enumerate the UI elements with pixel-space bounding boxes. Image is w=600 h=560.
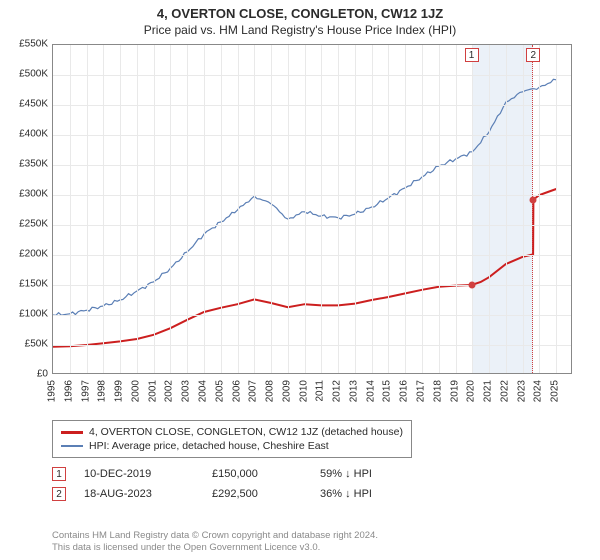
- x-tick: 2007: [248, 380, 259, 402]
- y-tick: £250K: [0, 219, 48, 230]
- y-tick: £200K: [0, 249, 48, 260]
- footnote-line: Contains HM Land Registry data © Crown c…: [52, 530, 378, 542]
- chart-lines: [53, 45, 571, 373]
- x-tick: 2000: [130, 380, 141, 402]
- y-tick: £0: [0, 369, 48, 380]
- x-tick: 1998: [97, 380, 108, 402]
- sale-dot: [468, 282, 475, 289]
- x-tick: 2011: [315, 380, 326, 402]
- y-tick: £100K: [0, 309, 48, 320]
- legend-label: 4, OVERTON CLOSE, CONGLETON, CW12 1JZ (d…: [89, 426, 403, 438]
- x-tick: 2020: [466, 380, 477, 402]
- x-tick: 2025: [550, 380, 561, 402]
- sale-marker: 1: [52, 467, 66, 481]
- x-tick: 2018: [432, 380, 443, 402]
- sale-row: 1 10-DEC-2019 £150,000 59% ↓ HPI: [52, 464, 572, 484]
- x-tick: 1996: [63, 380, 74, 402]
- y-tick: £450K: [0, 99, 48, 110]
- x-tick: 2013: [348, 380, 359, 402]
- sale-diff: 59% ↓ HPI: [320, 468, 372, 480]
- x-tick: 1997: [80, 380, 91, 402]
- x-tick: 2022: [499, 380, 510, 402]
- x-tick: 2016: [399, 380, 410, 402]
- legend-swatch: [61, 431, 83, 434]
- x-tick: 2001: [147, 380, 158, 402]
- x-tick: 2008: [265, 380, 276, 402]
- legend-item: 4, OVERTON CLOSE, CONGLETON, CW12 1JZ (d…: [61, 425, 403, 439]
- x-tick: 2005: [214, 380, 225, 402]
- sale-price: £150,000: [212, 468, 302, 480]
- x-tick: 2017: [416, 380, 427, 402]
- x-tick: 2010: [298, 380, 309, 402]
- x-tick: 1995: [47, 380, 58, 402]
- legend-swatch: [61, 445, 83, 447]
- legend: 4, OVERTON CLOSE, CONGLETON, CW12 1JZ (d…: [52, 420, 412, 458]
- sale-diff: 36% ↓ HPI: [320, 488, 372, 500]
- x-tick: 2019: [449, 380, 460, 402]
- x-tick: 2015: [382, 380, 393, 402]
- chart-marker: 1: [465, 48, 479, 62]
- y-tick: £150K: [0, 279, 48, 290]
- x-tick: 2021: [483, 380, 494, 402]
- y-tick: £550K: [0, 39, 48, 50]
- y-tick: £500K: [0, 69, 48, 80]
- legend-label: HPI: Average price, detached house, Ches…: [89, 440, 329, 452]
- y-tick: £300K: [0, 189, 48, 200]
- x-tick: 2006: [231, 380, 242, 402]
- x-tick: 2012: [332, 380, 343, 402]
- sale-price: £292,500: [212, 488, 302, 500]
- x-tick: 2024: [533, 380, 544, 402]
- y-tick: £400K: [0, 129, 48, 140]
- y-tick: £350K: [0, 159, 48, 170]
- x-tick: 2004: [197, 380, 208, 402]
- chart-title: 4, OVERTON CLOSE, CONGLETON, CW12 1JZ: [0, 0, 600, 21]
- container: 4, OVERTON CLOSE, CONGLETON, CW12 1JZ Pr…: [0, 0, 600, 560]
- sale-date: 18-AUG-2023: [84, 488, 194, 500]
- x-tick: 2014: [365, 380, 376, 402]
- footnote-line: This data is licensed under the Open Gov…: [52, 542, 378, 554]
- sale-date: 10-DEC-2019: [84, 468, 194, 480]
- x-tick: 2023: [516, 380, 527, 402]
- y-tick: £50K: [0, 339, 48, 350]
- sales-table: 1 10-DEC-2019 £150,000 59% ↓ HPI 2 18-AU…: [52, 464, 572, 504]
- sale-row: 2 18-AUG-2023 £292,500 36% ↓ HPI: [52, 484, 572, 504]
- x-tick: 2009: [281, 380, 292, 402]
- chart-marker: 2: [526, 48, 540, 62]
- plot-area: 12: [52, 44, 572, 374]
- legend-item: HPI: Average price, detached house, Ches…: [61, 439, 403, 453]
- chart-subtitle: Price paid vs. HM Land Registry's House …: [0, 21, 600, 37]
- x-tick: 2002: [164, 380, 175, 402]
- footnote: Contains HM Land Registry data © Crown c…: [52, 530, 378, 554]
- sale-marker: 2: [52, 487, 66, 501]
- sale-dot: [530, 196, 537, 203]
- x-tick: 1999: [114, 380, 125, 402]
- x-tick: 2003: [181, 380, 192, 402]
